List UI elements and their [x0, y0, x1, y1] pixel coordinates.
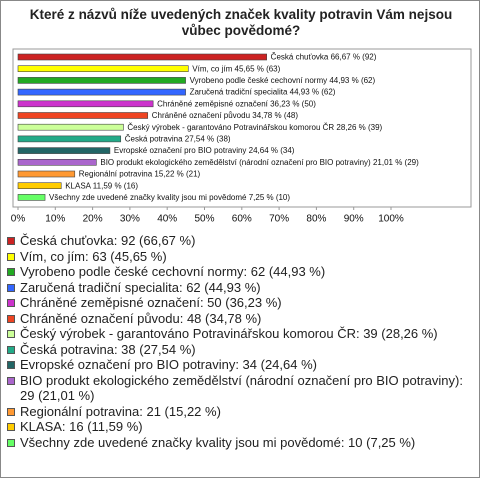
legend-label: Vím, co jím: 63 (45,65 %): [20, 248, 167, 264]
x-tick-label: 50%: [194, 214, 214, 225]
bar: [17, 53, 267, 61]
legend-swatch: [7, 252, 15, 261]
data-label: Regionální potravina 15,22 % (21): [79, 170, 201, 179]
legend-swatch: [7, 314, 15, 323]
legend-item: BIO produkt ekologického zemědělství (ná…: [7, 373, 469, 404]
legend-label: Česká chuťovka: 92 (66,67 %): [20, 233, 196, 248]
data-label: BIO produkt ekologického zemědělství (ná…: [100, 158, 419, 167]
legend-item: Česká chuťovka: 92 (66,67 %): [7, 233, 469, 249]
bar: [17, 182, 62, 189]
data-label: Vím, co jím 45,65 % (63): [192, 64, 280, 73]
legend-item: Evropské označení pro BIO potraviny: 34 …: [7, 357, 469, 373]
legend-swatch: [7, 438, 15, 447]
data-label: Český výrobek - garantováno Potravinářsk…: [127, 123, 382, 132]
legend-label: Chráněné zeměpisné označení: 50 (36,23 %…: [20, 295, 282, 310]
x-tick-label: 40%: [157, 214, 177, 225]
bar: [17, 100, 154, 108]
legend-label: BIO produkt ekologického zemědělství (ná…: [20, 372, 463, 404]
legend-item: Český výrobek - garantováno Potravinářsk…: [7, 326, 469, 342]
bar: [17, 147, 111, 154]
legend-label: KLASA: 16 (11,59 %): [20, 419, 143, 434]
legend-swatch: [7, 423, 15, 431]
data-label: KLASA 11,59 % (16): [65, 181, 138, 190]
chart: 0% 10% 20% 30% 40% 50% 60% 70% 80% 90% 100% Česká c…: [11, 48, 472, 225]
legend-label: Evropské označení pro BIO potraviny: 34 …: [20, 357, 317, 372]
legend-item: Regionální potravina: 21 (15,22 %): [7, 404, 469, 420]
x-tick-label: 90%: [344, 214, 364, 225]
legend-swatch: [7, 268, 15, 276]
data-label: Česká potravina 27,54 % (38): [125, 135, 231, 144]
legend-item: Vyrobeno podle české cechovní normy: 62 …: [7, 264, 469, 280]
bar: [17, 123, 124, 131]
legend-label: Regionální potravina: 21 (15,22 %): [20, 403, 221, 419]
legend-swatch: [7, 330, 15, 338]
legend-item: Zaručená tradiční specialita: 62 (44,93 …: [7, 280, 469, 296]
bar: [17, 65, 189, 73]
x-tick-label: 20%: [83, 214, 103, 225]
legend-swatch: [7, 407, 15, 416]
legend-swatch: [7, 361, 15, 369]
legend-label: Český výrobek - garantováno Potravinářsk…: [20, 326, 438, 341]
legend: Česká chuťovka: 92 (66,67 %) Vím, co jím:…: [7, 233, 469, 450]
legend-label: Česká potravina: 38 (27,54 %): [20, 341, 196, 357]
legend-swatch: [7, 299, 15, 307]
data-label: Zaručená tradiční specialita 44,93 % (62…: [190, 88, 336, 97]
data-label: Vyrobeno podle české cechovní normy 44,9…: [190, 76, 376, 85]
legend-label: Vyrobeno podle české cechovní normy: 62 …: [20, 264, 326, 279]
bar: [17, 77, 186, 84]
legend-item: Chráněné zeměpisné označení: 50 (36,23 %…: [7, 295, 469, 311]
bar: [17, 194, 46, 201]
chart-title: Které z názvů níže uvedených značek kval…: [29, 7, 453, 38]
x-tick-label: 10%: [45, 214, 65, 225]
legend-item: Všechny zde uvedené značky kvality jsou …: [7, 435, 469, 451]
legend-swatch: [7, 376, 15, 385]
x-tick-label: 100%: [378, 214, 404, 225]
x-tick-label: 30%: [120, 214, 140, 225]
bar: [17, 170, 76, 178]
legend-item: KLASA: 16 (11,59 %): [7, 419, 469, 435]
bar: [17, 112, 149, 119]
x-tick-label: 0%: [11, 214, 26, 225]
data-label: Chráněné zeměpisné označení 36,23 % (50): [157, 99, 316, 108]
data-label: Chráněné označení původu 34,78 % (48): [152, 111, 299, 120]
legend-item: Chráněné označení původu: 48 (34,78 %): [7, 311, 469, 327]
legend-swatch: [7, 283, 15, 292]
bar: [17, 88, 186, 96]
data-label: Všechny zde uvedené značky kvality jsou …: [49, 193, 290, 202]
legend-label: Všechny zde uvedené značky kvality jsou …: [20, 434, 416, 450]
legend-label: Chráněné označení původu: 48 (34,78 %): [20, 310, 262, 326]
legend-swatch: [7, 345, 15, 354]
data-label: Česká chuťovka 66,67 % (92): [271, 53, 377, 62]
legend-label: Zaručená tradiční specialita: 62 (44,93 …: [20, 279, 261, 295]
legend-item: Česká potravina: 38 (27,54 %): [7, 342, 469, 358]
bar: [17, 159, 97, 166]
x-tick-label: 70%: [269, 214, 289, 225]
legend-item: Vím, co jím: 63 (45,65 %): [7, 249, 469, 265]
x-tick-label: 80%: [306, 214, 326, 225]
bar: [17, 135, 122, 143]
legend-swatch: [7, 237, 15, 245]
data-label: Evropské označení pro BIO potraviny 24,6…: [114, 146, 295, 155]
x-tick-label: 60%: [232, 214, 252, 225]
